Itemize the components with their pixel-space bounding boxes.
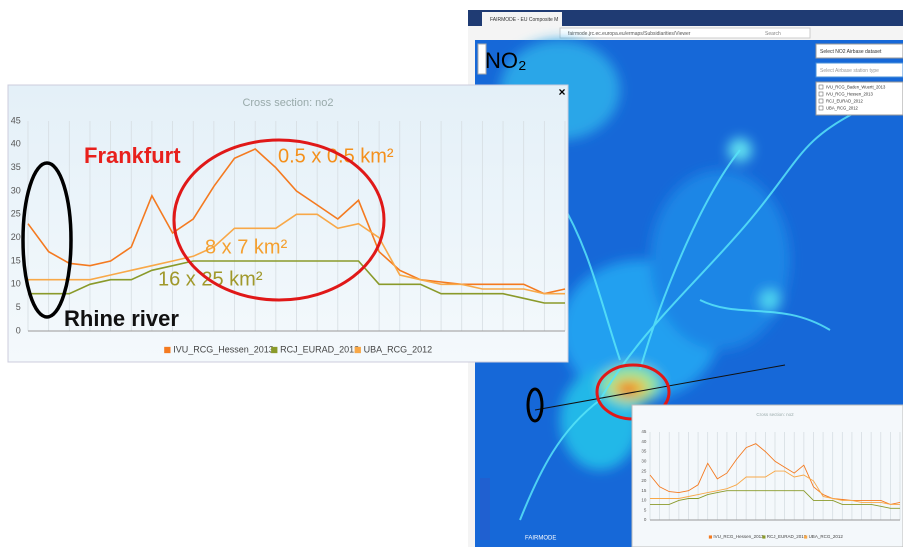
legend-swatch [271,347,277,353]
layer-checkbox[interactable] [819,92,823,96]
legend-label: RCJ_EURAD_2012 [767,534,807,539]
annotation: Frankfurt [84,143,181,168]
y-tick-label: 10 [641,498,647,503]
legend-label: UBA_RCG_2012 [364,344,433,354]
station-select-label: Select Airbase station type [820,68,879,74]
layer-checkbox[interactable] [819,99,823,103]
close-button[interactable]: × [558,85,565,99]
y-tick-label: 40 [11,139,21,149]
layer-checkbox[interactable] [819,106,823,110]
tab-title: FAIRMODE - EU Composite M [490,17,558,23]
y-tick-label: 45 [641,429,647,434]
legend-label: RCJ_EURAD_2012 [280,344,359,354]
y-tick-label: 30 [11,185,21,195]
y-tick-label: 5 [16,302,21,312]
chart-title: Cross section: no2 [242,97,333,109]
y-tick-label: 40 [641,439,647,444]
legend-label: IVU_RCG_Hessen_2013 [173,344,274,354]
y-tick-label: 25 [11,209,21,219]
map-label: NO₂ [485,48,527,73]
legend-label: IVU_RCG_Hessen_2013 [713,534,764,539]
layer-label: UBA_RCG_2012 [826,106,859,111]
layer-label: IVU_RCG_Hessen_2013 [826,92,873,97]
url: fairmode.jrc.ec.europa.eu/ermaps/Subsidi… [568,31,691,37]
y-tick-label: 25 [641,468,647,473]
chart-title: Cross section: no2 [756,412,794,417]
layer-checkbox[interactable] [819,85,823,89]
y-tick-label: 15 [641,488,647,493]
annotation: Rhine river [64,306,179,331]
y-tick-label: 35 [641,449,647,454]
y-tick-label: 45 [11,115,21,125]
colorbar [480,478,490,540]
y-tick-label: 10 [11,279,21,289]
y-tick-label: 30 [641,459,647,464]
y-tick-label: 20 [641,478,647,483]
y-tick-label: 0 [16,325,21,335]
y-tick-label: 20 [11,232,21,242]
legend-swatch [709,535,712,538]
layer-label: RCJ_EURAD_2012 [826,99,863,104]
logo: FAIRMODE [525,536,556,542]
layer-label: IVU_RCG_Baden_Wuertt_2013 [826,85,886,90]
legend-swatch [164,347,170,353]
y-tick-label: 35 [11,162,21,172]
zoom-control[interactable] [478,44,486,74]
legend-swatch [762,535,765,538]
legend-label: UBA_RCG_2012 [809,534,844,539]
legend-swatch [355,347,361,353]
y-tick-label: 15 [11,255,21,265]
annotation: 8 x 7 km² [205,236,288,258]
figure: FAIRMODE - EU Composite M fairmode.jrc.e… [0,0,903,547]
dataset-select-label: Select NO2 Airbase dataset [820,49,882,55]
legend-swatch [804,535,807,538]
annotation: 0.5 x 0.5 km² [278,145,394,167]
search: Search [765,31,781,37]
